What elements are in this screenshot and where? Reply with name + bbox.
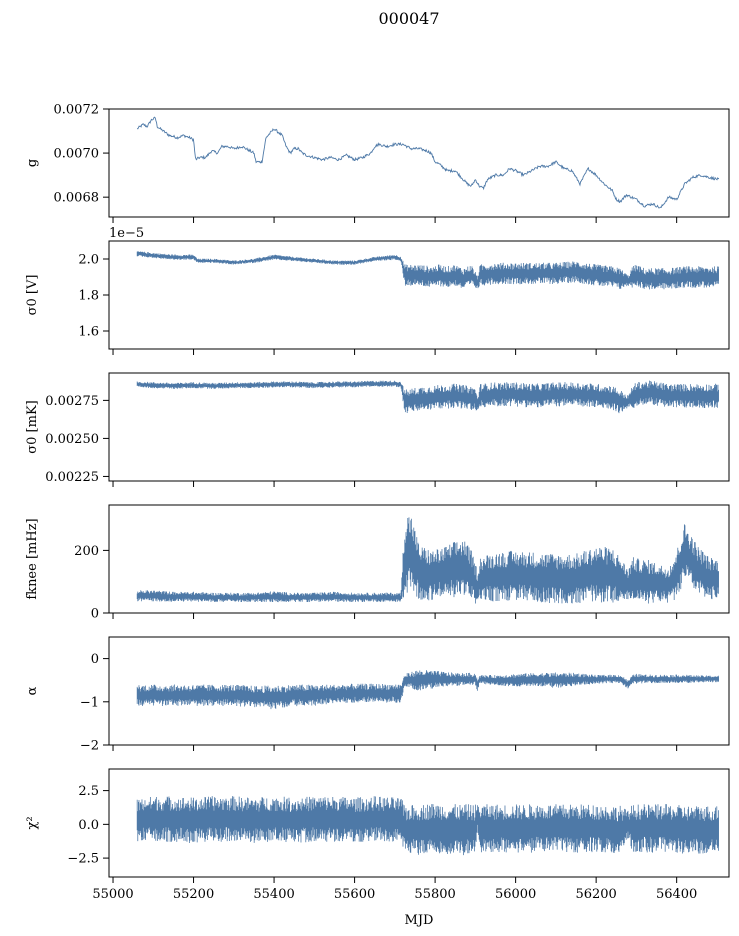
series-band xyxy=(136,670,719,710)
y-offset-text: 1e−5 xyxy=(109,226,144,241)
series-band xyxy=(136,380,719,414)
y-tick-label: −2.5 xyxy=(67,852,99,867)
panel-3: 0.00225 0.00250 0.00275 σ0 [mK] xyxy=(25,372,730,487)
axes-frame xyxy=(108,636,730,746)
axes-frame xyxy=(108,108,730,218)
series-2 xyxy=(136,251,719,290)
series-band xyxy=(136,796,719,856)
series-1 xyxy=(136,116,720,209)
y-tick-label: 0.0068 xyxy=(54,191,100,206)
series-4 xyxy=(136,517,719,604)
panel-4: 0 200 fknee [mHz] xyxy=(25,504,730,622)
figure-title: 000047 xyxy=(378,9,439,28)
y-tick-label: 1.6 xyxy=(78,325,99,340)
x-tick-label: 55200 xyxy=(173,887,214,902)
x-axis-label: MJD xyxy=(405,913,434,928)
series-band xyxy=(136,517,719,604)
y-tick-label: −1 xyxy=(80,695,99,710)
axes-frame xyxy=(108,240,730,350)
y-tick-label: −2 xyxy=(80,739,99,754)
series-6 xyxy=(136,796,719,856)
y-axis-label: σ0 [V] xyxy=(25,275,40,316)
y-axis-label: fknee [mHz] xyxy=(25,518,40,599)
x-tick-label: 56400 xyxy=(656,887,697,902)
panels: 0.0068 0.0070 0.0072 g 1.6 1.8 2.0 1e−5 σ0 [V] 0.… xyxy=(25,103,730,902)
series-line xyxy=(136,116,720,209)
y-tick-label: 2.5 xyxy=(78,784,99,799)
x-tick-label: 56200 xyxy=(575,887,616,902)
panel-5: −2 −1 0 α xyxy=(25,636,730,754)
y-axis-label: σ0 [mK] xyxy=(25,400,40,453)
axes-frame xyxy=(108,372,730,482)
axes-frame xyxy=(108,504,730,614)
x-tick-label: 55600 xyxy=(334,887,375,902)
y-tick-label: 200 xyxy=(74,544,99,559)
y-axis-label: χ² xyxy=(25,816,40,829)
x-tick-label: 56000 xyxy=(495,887,536,902)
axes-frame xyxy=(108,768,730,878)
y-tick-label: 0.00250 xyxy=(45,432,99,447)
x-tick-label: 55000 xyxy=(92,887,133,902)
y-tick-label: 1.8 xyxy=(78,289,99,304)
x-tick-label: 55800 xyxy=(414,887,455,902)
panel-2: 1.6 1.8 2.0 1e−5 σ0 [V] xyxy=(25,226,730,355)
panel-6: −2.5 0.0 2.5 55000 55200 55400 55600 55800 56000… xyxy=(25,768,730,902)
y-tick-label: 0 xyxy=(91,652,99,667)
panel-1: 0.0068 0.0070 0.0072 g xyxy=(25,103,730,223)
y-tick-label: 0.0072 xyxy=(54,103,100,118)
y-tick-label: 0.0070 xyxy=(54,147,100,162)
y-tick-label: 0.00225 xyxy=(45,470,99,485)
series-3 xyxy=(136,380,719,414)
y-tick-label: 0.0 xyxy=(78,818,99,833)
series-5 xyxy=(136,670,719,710)
x-tick-label: 55400 xyxy=(253,887,294,902)
y-tick-label: 2.0 xyxy=(78,253,99,268)
y-tick-label: 0.00275 xyxy=(45,394,99,409)
y-tick-label: 0 xyxy=(91,607,99,622)
series-band xyxy=(136,251,719,290)
y-axis-label: g xyxy=(25,159,40,167)
y-axis-label: α xyxy=(25,686,40,695)
